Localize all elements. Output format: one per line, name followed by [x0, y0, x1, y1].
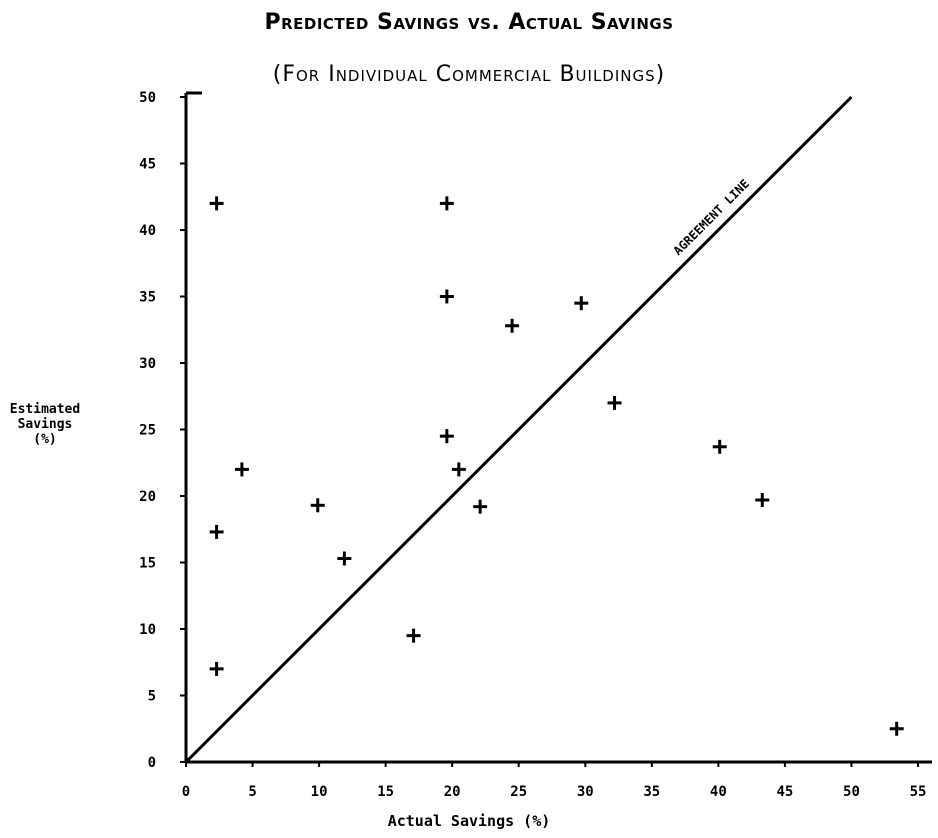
- data-point: [607, 395, 622, 410]
- data-point: [439, 429, 454, 444]
- y-tick-label: 35: [139, 290, 156, 306]
- data-point: [574, 296, 589, 311]
- chart-title: Predicted Savings vs. Actual Savings: [264, 10, 674, 35]
- data-point: [439, 289, 454, 304]
- y-tick-label: 25: [139, 423, 156, 439]
- y-axis-label-line-1: Estimated: [9, 402, 81, 417]
- y-tick-label: 0: [148, 755, 156, 771]
- x-tick-label: 40: [710, 784, 727, 800]
- data-point: [209, 661, 224, 676]
- x-tick-label: 55: [910, 784, 927, 800]
- x-tick-label: 20: [444, 784, 461, 800]
- data-point: [755, 492, 770, 507]
- data-point: [439, 196, 454, 211]
- y-tick-label: 45: [139, 157, 156, 173]
- x-tick-label: 0: [182, 784, 190, 800]
- x-tick-label: 45: [776, 784, 793, 800]
- agreement-line-label: AGREEMENT LINE: [671, 177, 752, 258]
- x-tick-label: 25: [510, 784, 527, 800]
- y-axis-label-line-3: (%): [33, 432, 57, 447]
- y-tick-label: 30: [139, 356, 156, 372]
- data-point: [337, 551, 352, 566]
- data-point: [406, 628, 421, 643]
- y-axis-label: Estimated Savings (%): [4, 402, 86, 447]
- data-point: [889, 721, 904, 736]
- data-point: [712, 439, 727, 454]
- x-tick-label: 15: [377, 784, 394, 800]
- y-tick-label: 5: [148, 689, 156, 705]
- x-tick-label: 35: [643, 784, 660, 800]
- data-point: [209, 524, 224, 539]
- chart-subtitle: (For Individual Commercial Buildings): [272, 62, 666, 87]
- y-tick-label: 15: [139, 556, 156, 572]
- y-tick-label: 50: [139, 90, 156, 106]
- data-point: [505, 318, 520, 333]
- data-point: [451, 462, 466, 477]
- y-axis-label-line-2: Savings: [17, 417, 73, 432]
- data-point: [209, 196, 224, 211]
- y-tick-label: 10: [139, 622, 156, 638]
- x-tick-label: 30: [577, 784, 594, 800]
- x-tick-label: 5: [248, 784, 256, 800]
- data-point: [310, 498, 325, 513]
- y-tick-label: 20: [139, 489, 156, 505]
- x-axis-label: Actual Savings (%): [387, 812, 551, 830]
- x-tick-label: 10: [311, 784, 328, 800]
- x-tick-label: 50: [843, 784, 860, 800]
- y-tick-label: 40: [139, 223, 156, 239]
- agreement-line: [184, 95, 853, 764]
- data-point: [234, 462, 249, 477]
- data-point: [473, 499, 488, 514]
